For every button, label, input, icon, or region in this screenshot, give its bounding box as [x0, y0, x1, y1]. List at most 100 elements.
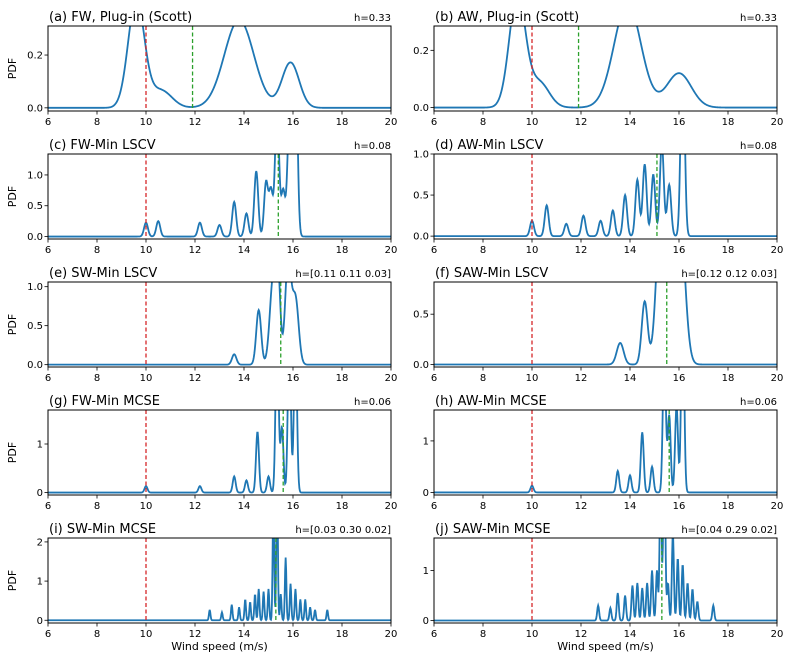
x-tick-label: 6: [45, 501, 51, 512]
x-tick-label: 10: [140, 373, 153, 384]
subplot-g: (g) FW-Min MCSE h=0.06 6 8 10 12 14 16 18 20 0 1 PDF: [6, 394, 397, 512]
axes-frame: [47, 281, 392, 368]
density-curve: [434, 410, 777, 494]
subplot-f: (f) SAW-Min LSCV h=[0.12 0.12 0.03] 6 8 10 12…: [413, 266, 783, 384]
x-tick-label: 8: [480, 373, 486, 384]
x-axis-label: Wind speed (m/s): [171, 640, 268, 653]
x-tick-label: 14: [238, 373, 251, 384]
y-tick-label: 0: [37, 616, 43, 627]
subplot-title: (c) FW-Min LSCV: [49, 138, 156, 153]
x-tick-label: 14: [238, 629, 251, 640]
x-tick-label: 18: [336, 629, 349, 640]
x-tick-label: 16: [287, 117, 300, 128]
x-tick-label: 10: [526, 373, 539, 384]
x-tick-label: 12: [189, 501, 202, 512]
subplot-h: (h) AW-Min MCSE h=0.06 6 8 10 12 14 16 18 20 0 1: [423, 394, 784, 512]
y-tick-label: 0.0: [27, 360, 43, 371]
bandwidth-label: h=[0.03 0.30 0.02]: [295, 525, 391, 536]
y-axis-label: PDF: [6, 58, 19, 79]
y-tick-label: 1: [37, 440, 43, 451]
subplot-title: (j) SAW-Min MCSE: [435, 522, 551, 537]
x-tick-label: 14: [624, 629, 637, 640]
subplot-e: (e) SW-Min LSCV h=[0.11 0.11 0.03] 6 8 10 12 1…: [6, 266, 398, 384]
x-tick-label: 16: [673, 245, 686, 256]
density-curve: [48, 26, 391, 109]
subplot-title: (b) AW, Plug-in (Scott): [435, 10, 579, 25]
x-tick-label: 10: [140, 501, 153, 512]
axes-frame: [433, 281, 778, 368]
x-tick-label: 8: [480, 117, 486, 128]
x-tick-label: 16: [287, 245, 300, 256]
y-tick-label: 0.0: [27, 103, 43, 114]
x-tick-label: 10: [140, 117, 153, 128]
x-tick-label: 6: [45, 629, 51, 640]
y-tick-label: 1: [37, 577, 43, 588]
y-tick-label: 1.0: [413, 150, 429, 161]
subplot-b: (b) AW, Plug-in (Scott) h=0.33 6 8 10 12 14 16 1…: [413, 10, 784, 128]
x-tick-label: 20: [385, 629, 398, 640]
x-tick-label: 12: [575, 501, 588, 512]
x-tick-label: 20: [385, 245, 398, 256]
axes-frame: [433, 153, 778, 240]
y-tick-label: 0.2: [27, 51, 43, 62]
x-tick-label: 16: [287, 373, 300, 384]
x-tick-label: 12: [189, 629, 202, 640]
x-tick-label: 14: [624, 501, 637, 512]
x-tick-label: 8: [94, 629, 100, 640]
x-tick-label: 10: [526, 629, 539, 640]
x-tick-label: 16: [673, 629, 686, 640]
subplot-title: (d) AW-Min LSCV: [435, 138, 543, 153]
x-tick-label: 8: [94, 245, 100, 256]
x-tick-label: 18: [722, 117, 735, 128]
x-tick-label: 18: [336, 501, 349, 512]
density-curve: [434, 26, 777, 109]
y-tick-label: 0: [423, 488, 429, 499]
x-tick-label: 12: [189, 117, 202, 128]
x-tick-label: 14: [238, 245, 251, 256]
x-tick-label: 8: [94, 117, 100, 128]
bandwidth-label: h=0.06: [740, 397, 777, 408]
y-tick-label: 0: [423, 616, 429, 627]
x-tick-label: 20: [771, 245, 784, 256]
x-tick-label: 16: [673, 501, 686, 512]
x-tick-label: 16: [287, 629, 300, 640]
x-axis-label: Wind speed (m/s): [557, 640, 654, 653]
y-tick-label: 0.2: [413, 46, 429, 57]
bandwidth-label: h=[0.11 0.11 0.03]: [295, 269, 391, 280]
subplot-j: (j) SAW-Min MCSE h=[0.04 0.29 0.02]6 8 10 12…: [423, 522, 784, 653]
x-tick-label: 16: [287, 501, 300, 512]
subplot-title: (e) SW-Min LSCV: [49, 266, 157, 281]
density-curve: [434, 538, 777, 622]
axes-frame: [433, 537, 778, 624]
axes-frame: [433, 25, 778, 112]
x-tick-label: 18: [336, 117, 349, 128]
x-tick-label: 10: [140, 245, 153, 256]
x-tick-label: 20: [771, 629, 784, 640]
x-tick-label: 6: [45, 117, 51, 128]
x-tick-label: 16: [673, 373, 686, 384]
x-tick-label: 8: [480, 629, 486, 640]
axes-frame: [47, 25, 392, 112]
y-tick-label: 0.0: [413, 232, 429, 243]
bandwidth-label: h=0.08: [354, 141, 391, 152]
x-tick-label: 20: [385, 117, 398, 128]
x-tick-label: 6: [431, 117, 437, 128]
bandwidth-label: h=0.08: [740, 141, 777, 152]
y-tick-label: 0.0: [413, 360, 429, 371]
density-curve: [434, 282, 777, 366]
subplot-title: (g) FW-Min MCSE: [49, 394, 160, 409]
y-axis-label: PDF: [6, 314, 19, 335]
x-tick-label: 10: [140, 629, 153, 640]
x-tick-label: 14: [238, 501, 251, 512]
x-tick-label: 18: [722, 373, 735, 384]
x-tick-label: 18: [336, 245, 349, 256]
subplot-a: (a) FW, Plug-in (Scott) h=0.33 6 8 10 12 14 16 1…: [6, 10, 398, 128]
x-tick-label: 12: [575, 117, 588, 128]
y-axis-label: PDF: [6, 442, 19, 463]
y-axis-label: PDF: [6, 570, 19, 591]
x-tick-label: 20: [385, 373, 398, 384]
x-tick-label: 14: [624, 245, 637, 256]
density-curve: [48, 538, 391, 622]
x-tick-label: 20: [771, 117, 784, 128]
x-tick-label: 6: [431, 501, 437, 512]
